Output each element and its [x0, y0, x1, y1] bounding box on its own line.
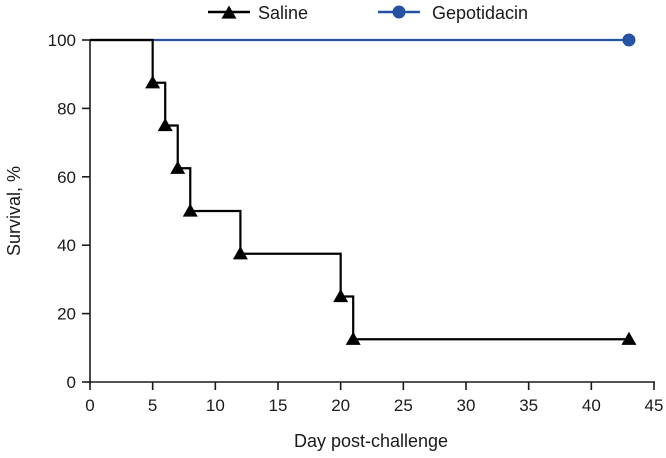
y-tick-label: 60: [57, 168, 76, 187]
y-axis-title: Survival, %: [4, 166, 24, 256]
gepotidacin-marker: [622, 33, 636, 47]
series-layer: [90, 33, 637, 345]
legend-saline-label: Saline: [258, 3, 308, 23]
saline-marker: [157, 118, 173, 132]
x-tick-label: 20: [331, 396, 350, 415]
legend-saline-marker: [221, 5, 237, 19]
x-tick-label: 5: [148, 396, 157, 415]
axes-layer: 0 5 10 15 20 25 30 35 40 45 0 20 40 60 80 100: [48, 31, 664, 415]
x-tick-label: 40: [582, 396, 601, 415]
saline-marker: [232, 246, 248, 260]
legend-gepotidacin-marker: [392, 5, 406, 19]
y-tick-label: 0: [67, 373, 76, 392]
saline-line: [90, 38, 629, 341]
y-tick-label: 80: [57, 99, 76, 118]
y-tick-label: 20: [57, 305, 76, 324]
x-tick-label: 30: [457, 396, 476, 415]
x-tick-label: 0: [85, 396, 94, 415]
saline-marker: [333, 289, 349, 303]
x-tick-label: 15: [269, 396, 288, 415]
x-tick-label: 35: [519, 396, 538, 415]
saline-marker: [182, 203, 198, 217]
saline-marker: [145, 75, 161, 89]
x-tick-label: 25: [394, 396, 413, 415]
y-tick-label: 100: [48, 31, 76, 50]
x-axis-title: Day post-challenge: [294, 431, 448, 451]
y-tick-label: 40: [57, 236, 76, 255]
x-tick-label: 10: [206, 396, 225, 415]
saline-marker: [621, 331, 637, 345]
legend: Saline Gepotidacin: [208, 3, 528, 23]
saline-marker: [345, 331, 361, 345]
saline-marker: [170, 160, 186, 174]
legend-gepotidacin-label: Gepotidacin: [432, 3, 528, 23]
x-tick-label: 45: [645, 396, 664, 415]
